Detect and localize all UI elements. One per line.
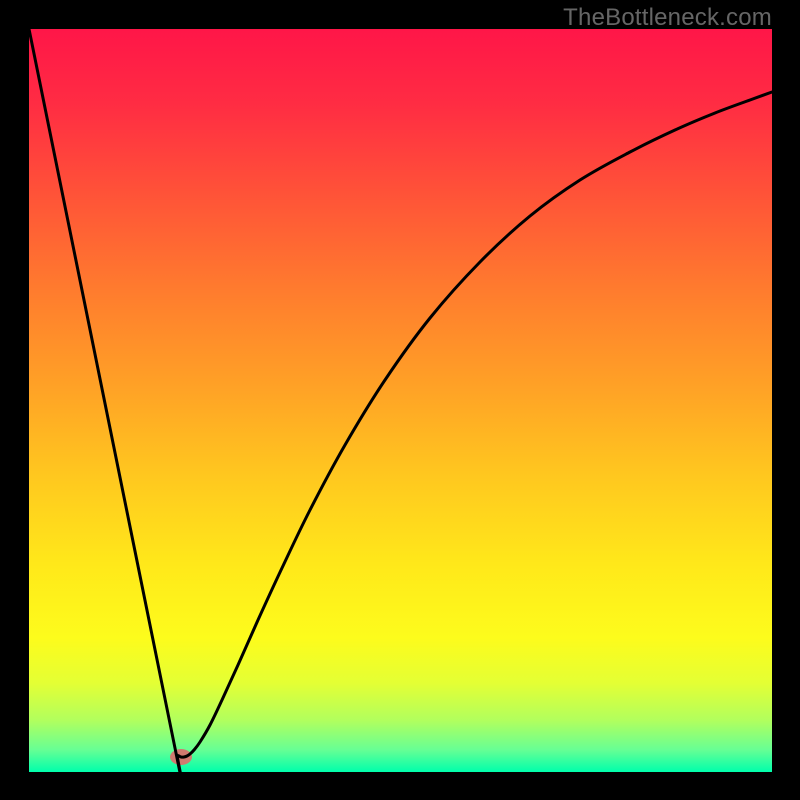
gradient-background xyxy=(29,29,772,772)
chart-frame: TheBottleneck.com xyxy=(0,0,800,800)
plot-area xyxy=(0,0,800,800)
